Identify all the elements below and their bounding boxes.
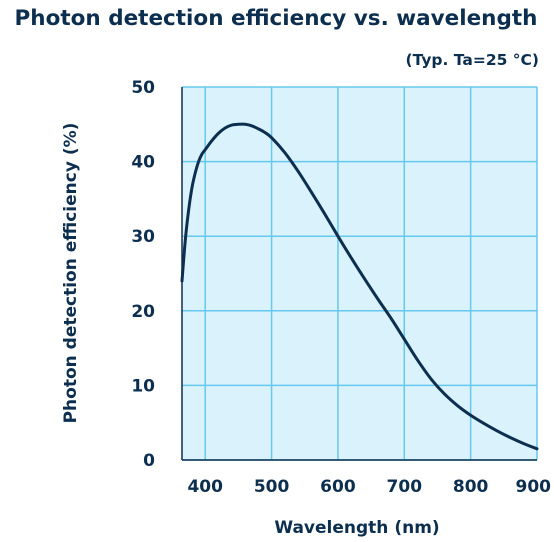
- x-tick-label: 400: [187, 477, 223, 497]
- x-tick-label: 800: [453, 477, 489, 497]
- y-tick-label: 50: [131, 78, 155, 98]
- x-tick-labels: 400 500 600 700 800 900: [187, 477, 551, 497]
- x-tick-label: 600: [320, 477, 356, 497]
- y-tick-label: 30: [131, 227, 155, 247]
- chart-title: Photon detection efficiency vs. waveleng…: [15, 6, 538, 31]
- x-tick-label: 700: [387, 477, 423, 497]
- pde-curve: [180, 122, 539, 451]
- y-tick-label: 0: [143, 451, 155, 471]
- x-tick-label: 900: [516, 477, 552, 497]
- grid-lines: [182, 86, 538, 461]
- y-tick-label: 40: [131, 153, 155, 173]
- x-tick-label: 500: [254, 477, 290, 497]
- y-tick-label: 10: [131, 376, 155, 396]
- y-tick-label: 20: [131, 302, 155, 322]
- y-axis-label: Photon detection efficiency (%): [61, 123, 81, 424]
- measurement-condition: (Typ. Ta=25 °C): [406, 51, 540, 69]
- y-tick-labels: 0 10 20 30 40 50: [131, 78, 155, 471]
- x-axis-label: Wavelength (nm): [274, 518, 439, 538]
